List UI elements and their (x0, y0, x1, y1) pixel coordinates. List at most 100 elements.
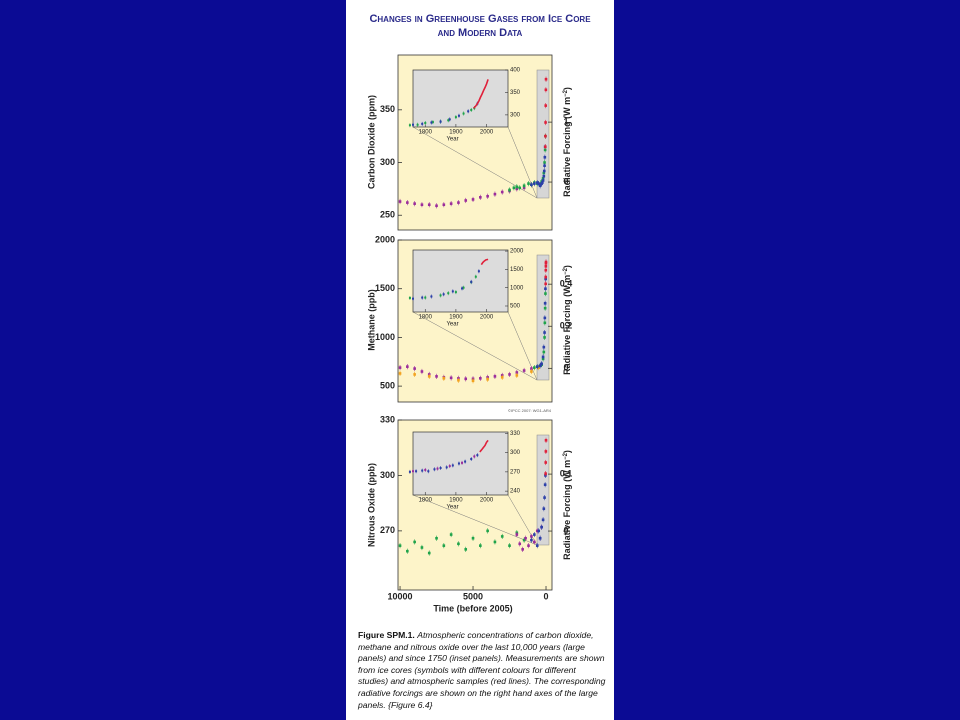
data-point (477, 270, 480, 273)
y2-label-text: ) (562, 450, 572, 453)
data-point (435, 536, 438, 540)
data-point (408, 470, 411, 473)
data-line (473, 79, 489, 109)
data-point (535, 181, 539, 184)
data-point (544, 268, 548, 272)
y-tick-label: 500 (380, 380, 395, 390)
y-axis-label: Carbon Dioxide (ppm) (366, 95, 376, 189)
data-point (512, 186, 516, 190)
data-point (406, 365, 409, 368)
data-point (448, 118, 451, 121)
data-point (533, 366, 536, 369)
data-point (467, 110, 470, 113)
data-point (449, 202, 453, 205)
y2-tick-label: 0.4 (560, 279, 573, 289)
inset-x-label: Year (446, 137, 458, 143)
data-point (474, 275, 477, 278)
inset-x-label: Year (446, 505, 458, 511)
data-point (439, 467, 442, 469)
inset-x-tick-label: 1900 (449, 315, 463, 321)
data-point (454, 291, 457, 294)
data-point (442, 377, 446, 380)
y2-tick-label: 0.2 (560, 321, 573, 331)
y-tick-label: 1000 (375, 332, 395, 342)
data-point (433, 468, 436, 471)
data-point (427, 203, 431, 206)
y-tick-label: 300 (380, 157, 395, 167)
data-point (412, 470, 414, 473)
data-point (461, 287, 464, 290)
data-point (457, 462, 460, 465)
data-point (427, 551, 431, 555)
y2-label-text: ) (562, 87, 572, 90)
data-point (462, 286, 465, 289)
x-axis-label: Time (before 2005) (433, 603, 512, 613)
data-point (542, 507, 546, 510)
data-point (522, 538, 526, 542)
inset-y-tick-label: 300 (510, 112, 521, 118)
inset-x-tick-label: 2000 (480, 130, 494, 136)
inset-x-tick-label: 1900 (449, 498, 463, 504)
data-point (447, 119, 450, 122)
data-point (544, 282, 547, 286)
data-point (420, 370, 424, 373)
data-point (542, 169, 546, 173)
data-point (543, 496, 546, 499)
data-point (508, 373, 511, 376)
y2-tick-label: 0 (563, 525, 568, 535)
data-point (500, 376, 504, 379)
caption: Figure SPM.1. Atmospheric concentrations… (358, 630, 606, 711)
caption-ref: {Figure 6.4} (388, 699, 433, 710)
data-point (442, 203, 446, 206)
data-point (424, 121, 427, 124)
inset-y-tick-label: 270 (510, 469, 521, 475)
zoom-band (536, 69, 550, 199)
data-point (406, 201, 409, 204)
y2-tick-label: 1 (563, 116, 568, 126)
data-point (436, 467, 439, 470)
data-point (439, 120, 442, 123)
data-point (486, 194, 489, 198)
data-point (471, 536, 475, 540)
data-line (480, 258, 489, 266)
data-point (544, 88, 548, 92)
y-tick-label: 300 (380, 470, 395, 480)
data-point (540, 362, 543, 366)
data-point (413, 373, 416, 376)
inset-y-tick-label: 330 (510, 431, 521, 437)
data-point (544, 450, 548, 453)
data-point (543, 331, 546, 334)
inset-area (412, 249, 509, 313)
y2-axis-label: Radiative Forcing (W m−2) (562, 87, 572, 197)
data-point (479, 196, 482, 199)
data-point (543, 483, 547, 486)
data-point (449, 376, 453, 380)
data-point (435, 375, 438, 378)
data-point (541, 181, 544, 184)
y2-axis-label: Radiative Forcing (W m−2) (562, 265, 572, 375)
data-point (530, 183, 533, 186)
data-point (541, 355, 545, 359)
data-point (543, 321, 547, 325)
data-point (500, 190, 504, 194)
y-tick-label: 250 (380, 210, 395, 220)
data-point (442, 544, 446, 547)
data-point (420, 546, 424, 549)
data-point (533, 182, 536, 185)
data-point (424, 296, 427, 299)
y2-tick-label: 0 (563, 363, 568, 373)
data-point (527, 182, 530, 185)
data-point (544, 260, 548, 264)
data-point (486, 378, 489, 381)
y2-label-sup: −2 (563, 452, 569, 460)
data-point (544, 439, 548, 442)
data-point (398, 544, 402, 547)
data-point (508, 544, 511, 547)
inset-x-tick-label: 1800 (419, 315, 433, 321)
data-point (542, 174, 546, 178)
data-point (427, 375, 431, 378)
data-point (430, 295, 433, 298)
data-point (408, 124, 411, 127)
data-point (543, 316, 547, 320)
